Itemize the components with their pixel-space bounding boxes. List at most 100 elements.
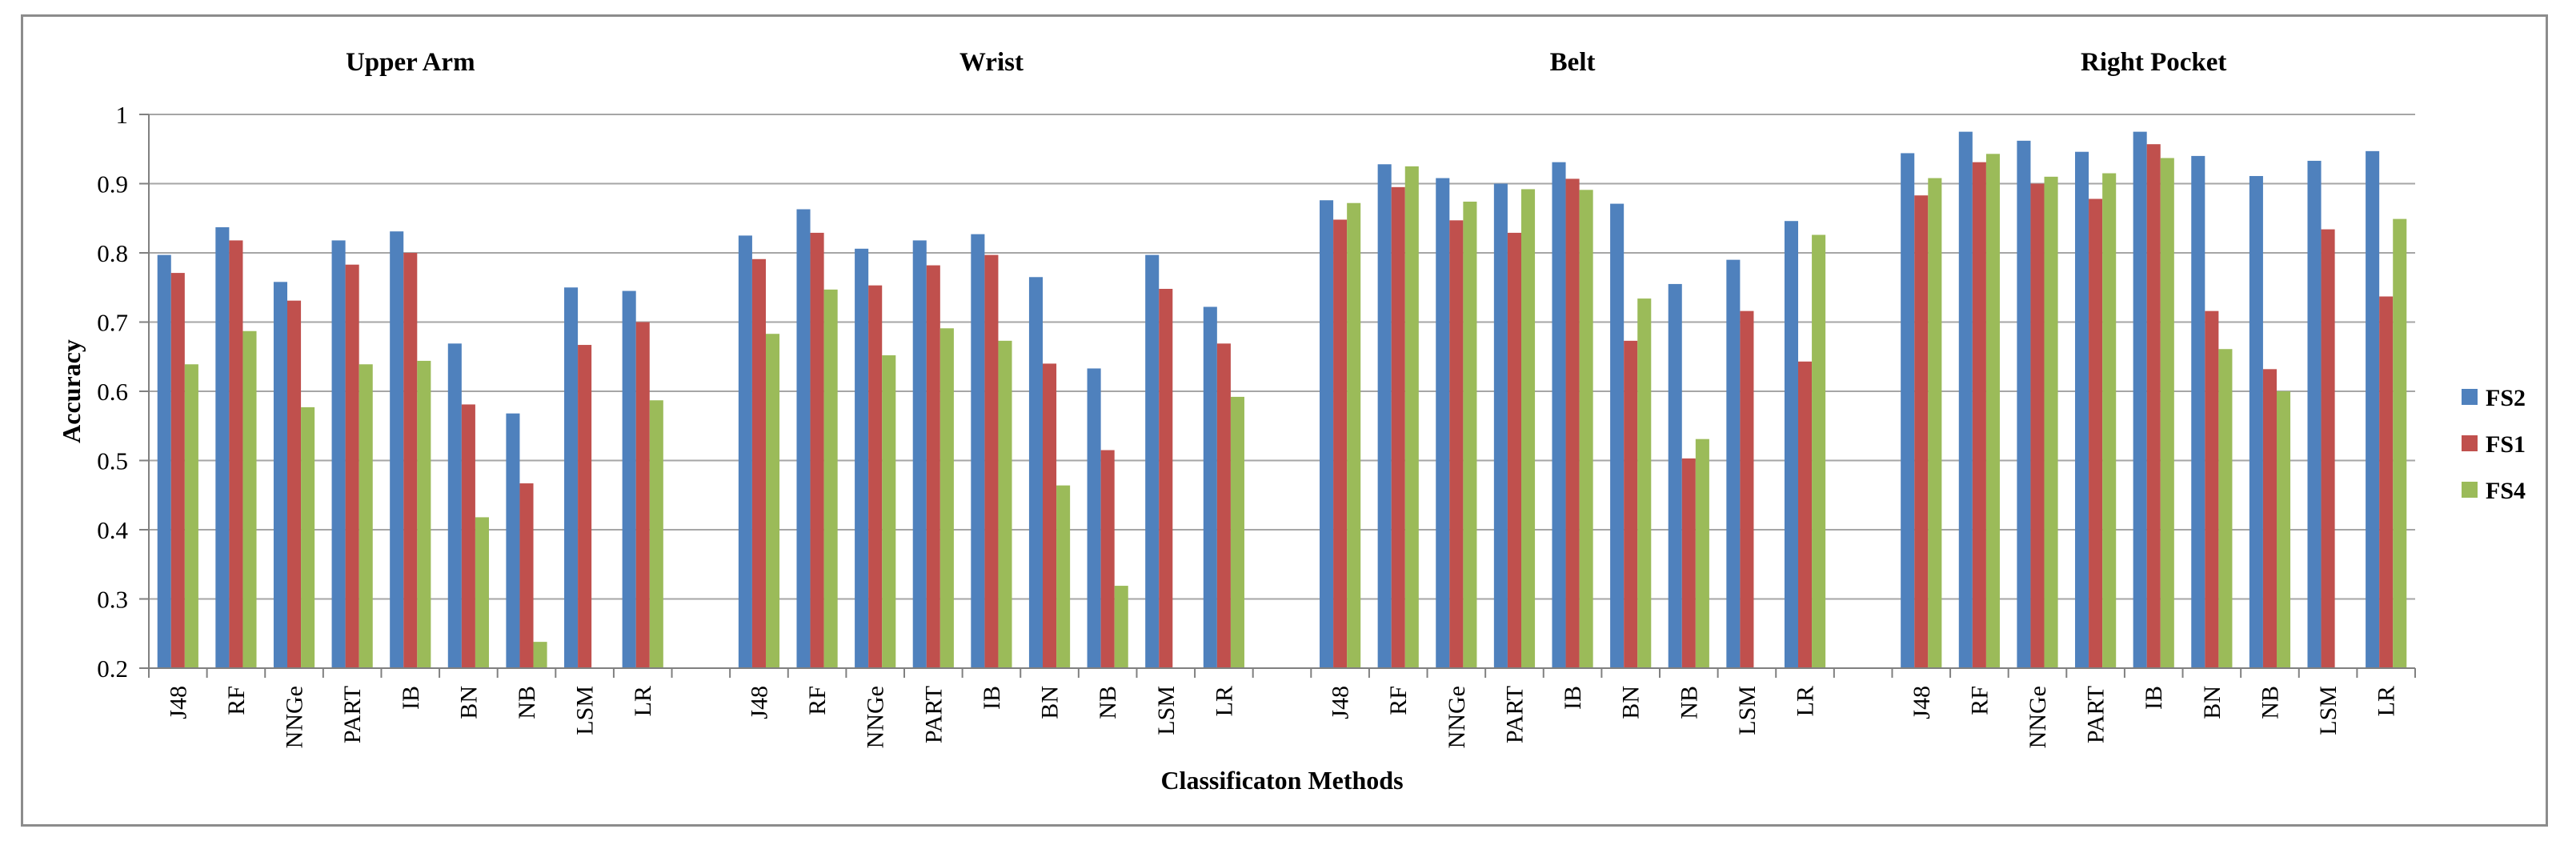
bar-fs4 bbox=[1579, 190, 1593, 668]
bar-fs1 bbox=[1624, 340, 1638, 668]
bar-fs1 bbox=[519, 483, 534, 668]
x-tick-label: LSM bbox=[572, 686, 599, 735]
bar-fs2 bbox=[1726, 259, 1741, 668]
bar-fs1 bbox=[1159, 288, 1173, 668]
bar-fs1 bbox=[2262, 369, 2277, 668]
bar-fs4 bbox=[533, 642, 547, 668]
bar-fs2 bbox=[2307, 160, 2322, 668]
bar-fs1 bbox=[345, 264, 359, 668]
bar-fs2 bbox=[1436, 178, 1450, 668]
bar-fs1 bbox=[1565, 178, 1580, 668]
bar-fs2 bbox=[331, 240, 346, 668]
bar-fs4 bbox=[765, 334, 780, 668]
bar-fs1 bbox=[1391, 186, 1405, 668]
bar-fs2 bbox=[622, 290, 636, 668]
legend-label: FS4 bbox=[2486, 478, 2526, 504]
bar-fs2 bbox=[1203, 306, 1217, 668]
bar-fs4 bbox=[1812, 234, 1826, 668]
x-tick-label: NB bbox=[2257, 686, 2283, 719]
y-tick-label: 0.4 bbox=[97, 516, 128, 544]
bar-fs2 bbox=[912, 240, 927, 668]
bar-fs4 bbox=[939, 328, 954, 668]
x-tick-label: IB bbox=[398, 686, 424, 710]
x-tick-label: NNGe bbox=[282, 686, 308, 748]
x-tick-label: PART bbox=[2083, 686, 2109, 743]
x-axis-title: Classificaton Methods bbox=[1160, 766, 1403, 795]
bar-fs2 bbox=[2133, 131, 2147, 668]
y-tick-label: 0.3 bbox=[97, 586, 128, 614]
x-tick-label: LR bbox=[2374, 686, 2400, 716]
bar-fs4 bbox=[2160, 158, 2174, 668]
x-tick-label: IB bbox=[1560, 686, 1586, 710]
legend-label: FS2 bbox=[2486, 385, 2526, 411]
x-tick-label: J48 bbox=[165, 686, 191, 719]
bar-fs1 bbox=[984, 254, 999, 669]
bar-fs4 bbox=[2218, 349, 2233, 668]
bar-fs4 bbox=[475, 517, 489, 668]
bar-fs4 bbox=[1230, 396, 1244, 668]
x-tick-label: LR bbox=[630, 686, 656, 716]
x-tick-label: PART bbox=[920, 686, 947, 743]
bar-fs2 bbox=[1320, 200, 1334, 668]
labels: 0.2 0.3 0.4 0.5 0.6 0.7 0.8 0.9 1 Upper Arm J48 RF N… bbox=[57, 48, 2400, 795]
x-tick-label: LSM bbox=[1153, 686, 1180, 735]
y-tick-label: 0.6 bbox=[97, 378, 128, 406]
x-tick-label: BN bbox=[1618, 686, 1645, 719]
y-tick-label: 1 bbox=[116, 101, 129, 129]
bar-fs2 bbox=[506, 413, 520, 668]
bar-fs1 bbox=[1043, 363, 1057, 668]
x-tick-label: NB bbox=[1095, 686, 1121, 719]
x-tick-label: J48 bbox=[1328, 686, 1354, 719]
bar-fs2 bbox=[1145, 254, 1160, 669]
group-title: Belt bbox=[1550, 48, 1596, 77]
bar-fs2 bbox=[1958, 131, 1973, 668]
x-tick-label: BN bbox=[455, 686, 482, 719]
bar-fs1 bbox=[1507, 232, 1521, 668]
bar-fs4 bbox=[1404, 166, 1419, 668]
bar-fs2 bbox=[564, 287, 579, 668]
x-tick-label: BN bbox=[2199, 686, 2225, 719]
x-tick-label: LR bbox=[1211, 686, 1237, 716]
bar-fs2 bbox=[1028, 277, 1044, 668]
bar-fs4 bbox=[184, 364, 198, 668]
bar-fs4 bbox=[1347, 202, 1361, 669]
bar-fs2 bbox=[1493, 183, 1508, 668]
bar-fs4 bbox=[823, 289, 838, 668]
bar-fs4 bbox=[2044, 176, 2058, 669]
bars bbox=[157, 131, 2407, 669]
bar-fs4 bbox=[1985, 154, 2000, 668]
x-tick-label: RF bbox=[1966, 686, 1993, 715]
bar-fs4 bbox=[1114, 586, 1128, 668]
x-tick-label: BN bbox=[1037, 686, 1064, 719]
bar-fs2 bbox=[1901, 153, 1915, 668]
group-title: Upper Arm bbox=[346, 48, 475, 77]
group-title: Right Pocket bbox=[2081, 48, 2226, 77]
x-tick-label: NB bbox=[514, 686, 540, 719]
bar-fs2 bbox=[447, 343, 462, 668]
bar-fs4 bbox=[1463, 201, 1477, 669]
bar-fs2 bbox=[2191, 155, 2205, 668]
legend-swatch-fs2 bbox=[2462, 389, 2478, 405]
x-tick-label: NNGe bbox=[863, 686, 889, 748]
bar-fs2 bbox=[1610, 203, 1625, 668]
bar-fs4 bbox=[242, 330, 257, 668]
bar-fs2 bbox=[2075, 151, 2089, 668]
bar-fs1 bbox=[1449, 220, 1464, 669]
bar-fs1 bbox=[868, 285, 883, 668]
y-tick-label: 0.9 bbox=[97, 170, 128, 198]
x-tick-label: J48 bbox=[746, 686, 772, 719]
bar-fs2 bbox=[1784, 221, 1799, 669]
x-tick-label: NNGe bbox=[2025, 686, 2051, 748]
bar-fs1 bbox=[2321, 229, 2335, 669]
bar-fs2 bbox=[273, 282, 288, 668]
bar-fs1 bbox=[2379, 296, 2394, 668]
y-tick-label: 0.7 bbox=[97, 309, 128, 337]
bar-fs2 bbox=[2249, 175, 2263, 669]
bar-fs4 bbox=[1695, 439, 1709, 668]
bar-fs1 bbox=[287, 300, 302, 668]
bar-fs1 bbox=[751, 258, 766, 668]
bar-fs2 bbox=[390, 231, 404, 668]
legend-label: FS1 bbox=[2486, 431, 2526, 458]
bar-fs1 bbox=[1740, 310, 1754, 668]
